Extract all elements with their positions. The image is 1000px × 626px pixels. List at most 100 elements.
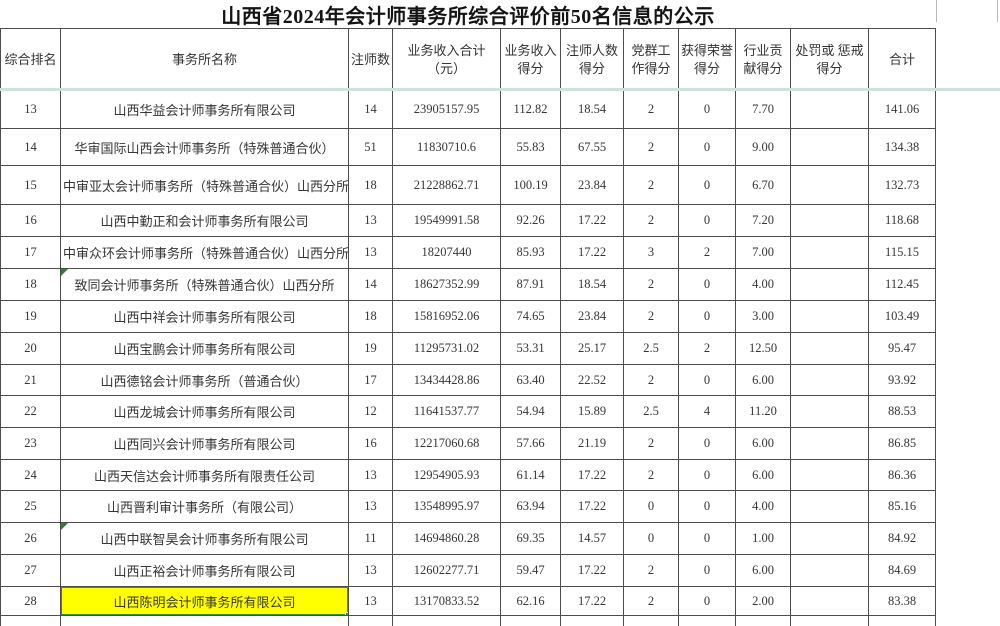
cell-rank: 19 <box>0 300 61 333</box>
empty-cell <box>735 615 791 626</box>
cell-penalty_score <box>790 364 869 396</box>
cell-rank: 22 <box>0 395 61 428</box>
col-header-honor_score: 获得荣誉得分 <box>678 28 736 91</box>
cell-industry_score: 6.00 <box>735 554 791 587</box>
table-row: 20 山西宝鹏会计师事务所有限公司 19 11295731.02 53.31 25.17 2… <box>0 332 936 365</box>
fill-handle[interactable] <box>345 612 348 615</box>
col-header-cpa_score: 注师人数得分 <box>560 28 624 91</box>
cell-total: 93.92 <box>868 364 936 396</box>
cell-party_score: 2 <box>623 90 679 129</box>
table-row: 15 中审亚太会计师事务所（特殊普通合伙）山西分所 18 21228862.71 100… <box>0 165 936 205</box>
cell-revenue: 13434428.86 <box>392 364 501 396</box>
cell-honor_score: 0 <box>678 90 736 129</box>
cell-revenue: 21228862.71 <box>392 165 501 205</box>
cell-party_score: 2 <box>623 586 679 616</box>
cell-revenue: 23905157.95 <box>392 90 501 129</box>
table-row: 27 山西正裕会计师事务所有限公司 13 12602277.71 59.47 17.22 2… <box>0 554 936 587</box>
top-right-gridline <box>997 0 998 22</box>
empty-cell <box>623 615 679 626</box>
header-row: 综合排名 事务所名称 注师数 业务收入合计（元） 业务收入得分 注师人数得分 党群工作得分获… <box>0 28 936 91</box>
empty-cell <box>868 615 936 626</box>
cell-honor_score: 0 <box>678 204 736 237</box>
cell-cpa_score: 17.22 <box>560 236 624 269</box>
cell-cpa_count: 51 <box>348 128 393 166</box>
cell-penalty_score <box>790 236 869 269</box>
empty-cell <box>348 615 393 626</box>
cell-party_score: 2.5 <box>623 332 679 365</box>
cell-cpa_count: 13 <box>348 236 393 269</box>
cell-cpa_count: 18 <box>348 165 393 205</box>
table-row: 19 山西中祥会计师事务所有限公司 18 15816952.06 74.65 23.84 2… <box>0 300 936 333</box>
cell-cpa_count: 14 <box>348 90 393 129</box>
selected-cell[interactable]: 山西陈明会计师事务所有限公司 <box>60 586 349 616</box>
cell-name: 中审亚太会计师事务所（特殊普通合伙）山西分所 <box>60 165 349 205</box>
cell-penalty_score <box>790 165 869 205</box>
cell-industry_score: 6.00 <box>735 427 791 460</box>
cell-rank: 23 <box>0 427 61 460</box>
cell-cpa_score: 22.52 <box>560 364 624 396</box>
cell-cpa_score: 14.57 <box>560 522 624 555</box>
cell-penalty_score <box>790 427 869 460</box>
cell-name: 山西中祥会计师事务所有限公司 <box>60 300 349 333</box>
cell-cpa_count: 12 <box>348 395 393 428</box>
col-header-revenue: 业务收入合计（元） <box>392 28 501 91</box>
empty-cell <box>790 615 869 626</box>
cell-industry_score: 9.00 <box>735 128 791 166</box>
cell-cpa_count: 18 <box>348 300 393 333</box>
cell-industry_score: 2.00 <box>735 586 791 616</box>
cell-revenue_score: 57.66 <box>500 427 561 460</box>
cell-industry_score: 7.00 <box>735 236 791 269</box>
cell-party_score: 2 <box>623 128 679 166</box>
cell-revenue: 11295731.02 <box>392 332 501 365</box>
cell-party_score: 2 <box>623 554 679 587</box>
cell-honor_score: 0 <box>678 554 736 587</box>
cell-revenue: 14694860.28 <box>392 522 501 555</box>
cell-revenue_score: 63.94 <box>500 490 561 523</box>
empty-cell <box>678 615 736 626</box>
cell-honor_score: 0 <box>678 268 736 301</box>
cell-name: 华审国际山西会计师事务所（特殊普通合伙） <box>60 128 349 166</box>
cell-revenue_score: 69.35 <box>500 522 561 555</box>
cell-cpa_count: 11 <box>348 522 393 555</box>
cell-honor_score: 0 <box>678 300 736 333</box>
cell-total: 103.49 <box>868 300 936 333</box>
cell-cpa_count: 17 <box>348 364 393 396</box>
table-row: 21 山西德铭会计师事务所（普通合伙） 17 13434428.86 63.40 22.5… <box>0 364 936 396</box>
cell-error-marker-icon <box>61 269 68 276</box>
table-row: 25 山西晋利审计事务所（有限公司） 13 13548995.97 63.94 17.22… <box>0 490 936 523</box>
table-row: 13 山西华益会计师事务所有限公司 14 23905157.95 112.82 18.54… <box>0 90 936 129</box>
cell-industry_score: 7.70 <box>735 90 791 129</box>
cell-name: 山西德铭会计师事务所（普通合伙） <box>60 364 349 396</box>
cell-rank: 21 <box>0 364 61 396</box>
cell-name: 致同会计师事务所（特殊普通合伙）山西分所 <box>60 268 349 301</box>
cell-honor_score: 0 <box>678 490 736 523</box>
cell-honor_score: 4 <box>678 395 736 428</box>
cell-industry_score: 4.00 <box>735 490 791 523</box>
cell-total: 84.69 <box>868 554 936 587</box>
cell-revenue: 18207440 <box>392 236 501 269</box>
cell-revenue: 13548995.97 <box>392 490 501 523</box>
empty-cell <box>392 615 501 626</box>
cell-cpa_score: 67.55 <box>560 128 624 166</box>
cell-total: 83.38 <box>868 586 936 616</box>
frozen-pane-divider <box>0 88 1000 91</box>
cell-penalty_score <box>790 554 869 587</box>
cell-penalty_score <box>790 522 869 555</box>
cell-industry_score: 6.70 <box>735 165 791 205</box>
cell-revenue_score: 63.40 <box>500 364 561 396</box>
cell-penalty_score <box>790 490 869 523</box>
table-row: 17 中审众环会计师事务所（特殊普通合伙）山西分所 13 18207440 85.93 1… <box>0 236 936 269</box>
cell-rank: 20 <box>0 332 61 365</box>
table-row: 24 山西天信达会计师事务所有限责任公司 13 12954905.93 61.14 17.… <box>0 459 936 491</box>
cell-honor_score: 0 <box>678 586 736 616</box>
cell-penalty_score <box>790 268 869 301</box>
cell-name: 山西宝鹏会计师事务所有限公司 <box>60 332 349 365</box>
col-header-total: 合计 <box>868 28 936 91</box>
table-row: 18 致同会计师事务所（特殊普通合伙）山西分所 14 18627352.99 87.91… <box>0 268 936 301</box>
table-row: 16 山西中勤正和会计师事务所有限公司 13 19549991.58 92.26 17.2… <box>0 204 936 237</box>
cell-cpa_score: 23.84 <box>560 300 624 333</box>
cell-cpa_score: 17.22 <box>560 459 624 491</box>
cell-party_score: 2 <box>623 268 679 301</box>
cell-name: 山西中勤正和会计师事务所有限公司 <box>60 204 349 237</box>
cell-rank: 28 <box>0 586 61 616</box>
